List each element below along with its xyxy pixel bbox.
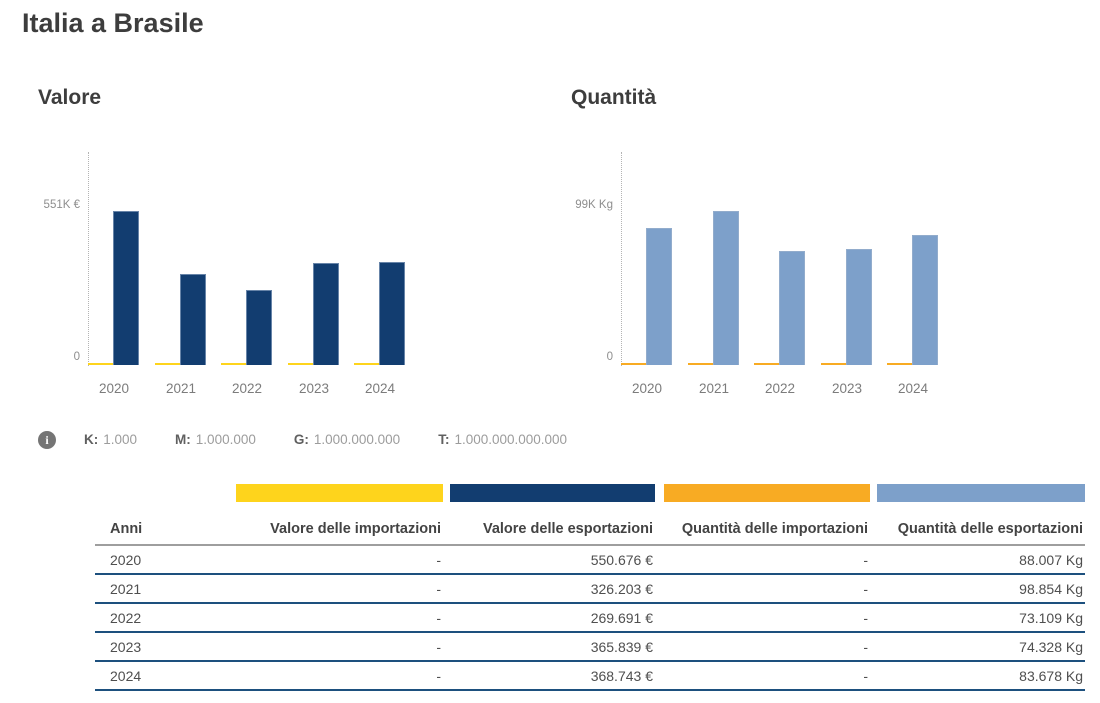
chart-valore-plot: 2020 2021 2022 2023 2024 0 551K €	[44, 152, 458, 396]
bar-valore-delle-esportazioni-2022[interactable]	[246, 290, 272, 365]
x-axis-label-2024: 2024	[364, 381, 396, 396]
bar-quantit-delle-importazioni-2023[interactable]	[821, 363, 846, 365]
bar-valore-delle-importazioni-2020[interactable]	[88, 363, 113, 365]
table-row-2022: 2022-269.691 € -73.109 Kg	[95, 603, 1085, 633]
table-row-2024: 2024-368.743 € -83.678 Kg	[95, 661, 1085, 691]
value-cell: -	[235, 632, 443, 662]
column-header-quantit-delle-esportazioni: Quantità delle esportazioni	[870, 514, 1085, 546]
x-axis-label-2022: 2022	[231, 381, 263, 396]
info-icon[interactable]: i	[38, 431, 56, 449]
bar-quantit-delle-importazioni-2021[interactable]	[688, 363, 713, 365]
year-cell: 2022	[95, 603, 235, 633]
value-cell: 326.203 €	[443, 574, 655, 604]
table-row-2021: 2021-326.203 € -98.854 Kg	[95, 574, 1085, 604]
y-axis-tick-label: 0	[606, 351, 613, 363]
x-axis-label-2024: 2024	[897, 381, 929, 396]
bar-valore-delle-importazioni-2022[interactable]	[221, 363, 246, 365]
year-cell: 2020	[95, 545, 235, 575]
chart-quantita-plot: 2020 2021 2022 2023 2024 0 99K Kg	[575, 152, 991, 396]
chart-quantita-title: Quantità	[571, 86, 657, 109]
x-axis-label-2023: 2023	[831, 381, 863, 396]
bar-valore-delle-esportazioni-2023[interactable]	[313, 263, 339, 365]
table-header: Anni Valore delle importazioni Valore dell…	[95, 514, 1085, 546]
value-cell: -	[655, 545, 870, 575]
value-cell: 550.676 €	[443, 545, 655, 575]
chart-valore: Valore 2020 2021 2022 2023 2024 0 551K €	[38, 86, 538, 416]
x-axis-label-2020: 2020	[98, 381, 130, 396]
value-cell: 88.007 Kg	[870, 545, 1085, 575]
bar-valore-delle-importazioni-2021[interactable]	[155, 363, 180, 365]
value-cell: 269.691 €	[443, 603, 655, 633]
y-axis-tick-label: 99K Kg	[575, 199, 613, 211]
year-cell: 2021	[95, 574, 235, 604]
data-table: Anni Valore delle importazioni Valore dell…	[95, 514, 1085, 691]
chart-valore-title: Valore	[38, 86, 102, 109]
bar-quantit-delle-esportazioni-2024[interactable]	[912, 235, 938, 365]
bar-quantit-delle-importazioni-2024[interactable]	[887, 363, 912, 365]
bar-valore-delle-importazioni-2024[interactable]	[354, 363, 379, 365]
bar-quantit-delle-esportazioni-2021[interactable]	[713, 211, 739, 365]
y-axis-tick-label: 551K €	[43, 199, 80, 211]
x-axis-label-2020: 2020	[631, 381, 663, 396]
bar-quantit-delle-esportazioni-2022[interactable]	[779, 251, 805, 365]
value-cell: 368.743 €	[443, 661, 655, 691]
legend-swatch-valore-delle-importazioni	[236, 484, 443, 502]
year-cell: 2023	[95, 632, 235, 662]
value-cell: 365.839 €	[443, 632, 655, 662]
y-axis-line	[621, 152, 622, 366]
column-header-valore-delle-importazioni: Valore delle importazioni	[235, 514, 443, 546]
multiplier-m: M: 1.000.000	[175, 432, 256, 447]
value-cell: 98.854 Kg	[870, 574, 1085, 604]
x-axis-label-2021: 2021	[698, 381, 730, 396]
value-cell: -	[235, 574, 443, 604]
table-row-2023: 2023-365.839 € -74.328 Kg	[95, 632, 1085, 662]
bar-quantit-delle-esportazioni-2020[interactable]	[646, 228, 672, 365]
bar-quantit-delle-esportazioni-2023[interactable]	[846, 249, 872, 365]
x-axis-label-2022: 2022	[764, 381, 796, 396]
legend-swatch-valore-delle-esportazioni	[450, 484, 655, 502]
y-axis-line	[88, 152, 89, 366]
column-header-valore-delle-esportazioni: Valore delle esportazioni	[443, 514, 655, 546]
legend-swatch-quantit-delle-esportazioni	[877, 484, 1085, 502]
table-row-2020: 2020-550.676 € -88.007 Kg	[95, 545, 1085, 575]
multiplier-g: G: 1.000.000.000	[293, 432, 401, 447]
value-cell: -	[235, 603, 443, 633]
page-title: Italia a Brasile	[22, 8, 204, 38]
multiplier-t: T: 1.000.000.000.000	[438, 432, 568, 447]
table-body: 2020-550.676 € -88.007 Kg 2021-326.203 € -9…	[95, 545, 1085, 691]
y-axis-tick-label: 0	[73, 351, 80, 363]
chart-quantita: Quantità 2020 2021 2022 2023 2024 0 99K Kg	[571, 86, 1071, 416]
multiplier-k: K: 1.000	[84, 432, 138, 447]
bar-valore-delle-esportazioni-2021[interactable]	[180, 274, 206, 365]
value-cell: 83.678 Kg	[870, 661, 1085, 691]
unit-multiplier-legend: i K: 1.000 M: 1.000.000 G: 1.000.000.000 T:…	[38, 431, 605, 449]
value-cell: -	[655, 632, 870, 662]
bar-valore-delle-importazioni-2023[interactable]	[288, 363, 313, 365]
value-cell: -	[655, 574, 870, 604]
bar-valore-delle-esportazioni-2020[interactable]	[113, 211, 139, 365]
column-header-quantit-delle-importazioni: Quantità delle importazioni	[655, 514, 870, 546]
value-cell: 73.109 Kg	[870, 603, 1085, 633]
bar-quantit-delle-importazioni-2020[interactable]	[621, 363, 646, 365]
value-cell: -	[655, 661, 870, 691]
value-cell: -	[235, 545, 443, 575]
legend-swatch-quantit-delle-importazioni	[664, 484, 870, 502]
value-cell: -	[235, 661, 443, 691]
bar-quantit-delle-importazioni-2022[interactable]	[754, 363, 779, 365]
x-axis-label-2023: 2023	[298, 381, 330, 396]
bar-valore-delle-esportazioni-2024[interactable]	[379, 262, 405, 365]
year-cell: 2024	[95, 661, 235, 691]
value-cell: 74.328 Kg	[870, 632, 1085, 662]
x-axis-label-2021: 2021	[165, 381, 197, 396]
column-header-anni: Anni	[95, 514, 235, 546]
value-cell: -	[655, 603, 870, 633]
